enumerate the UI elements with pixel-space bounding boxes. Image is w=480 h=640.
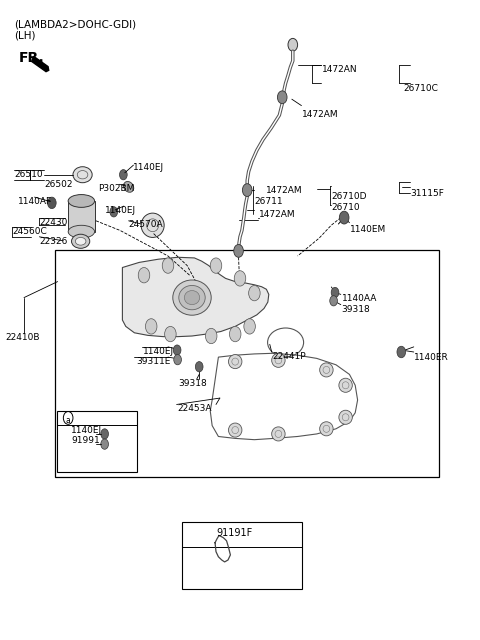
Text: 1472AN: 1472AN: [322, 65, 357, 74]
Text: 22326: 22326: [39, 237, 68, 246]
Text: 1472AM: 1472AM: [259, 210, 296, 219]
Circle shape: [145, 319, 157, 334]
Ellipse shape: [339, 378, 352, 392]
Circle shape: [110, 207, 118, 217]
Ellipse shape: [123, 182, 134, 192]
Ellipse shape: [320, 422, 333, 436]
Circle shape: [242, 184, 252, 196]
Ellipse shape: [228, 355, 242, 369]
Circle shape: [210, 258, 222, 273]
Circle shape: [234, 271, 246, 286]
Text: 1140AA: 1140AA: [342, 294, 377, 303]
Circle shape: [138, 268, 150, 283]
Circle shape: [174, 355, 181, 365]
Text: 22430: 22430: [39, 218, 68, 227]
Text: FR.: FR.: [19, 51, 45, 65]
Text: 39318: 39318: [179, 379, 207, 388]
Text: (LH): (LH): [14, 31, 36, 41]
Ellipse shape: [72, 234, 90, 248]
Circle shape: [205, 328, 217, 344]
Text: 1140EJ: 1140EJ: [133, 163, 165, 172]
Circle shape: [229, 326, 241, 342]
Bar: [55, 250, 439, 477]
FancyArrow shape: [32, 56, 49, 72]
Circle shape: [195, 362, 203, 372]
Circle shape: [173, 345, 181, 355]
Ellipse shape: [75, 237, 86, 245]
Text: 22441P: 22441P: [273, 352, 306, 361]
Circle shape: [101, 429, 108, 439]
Text: 26502: 26502: [44, 180, 72, 189]
Text: 1140EM: 1140EM: [350, 225, 387, 234]
Ellipse shape: [184, 291, 200, 305]
Text: a: a: [66, 416, 71, 425]
Text: 24560C: 24560C: [12, 227, 47, 236]
Text: 39318: 39318: [342, 305, 371, 314]
Text: 22453A: 22453A: [178, 404, 212, 413]
Circle shape: [162, 258, 174, 273]
Ellipse shape: [141, 213, 164, 237]
Bar: [68, 201, 95, 232]
Circle shape: [120, 170, 127, 180]
Text: 91991: 91991: [71, 436, 100, 445]
Ellipse shape: [73, 166, 92, 183]
Polygon shape: [122, 257, 269, 337]
Text: 91191F: 91191F: [216, 528, 252, 538]
Ellipse shape: [272, 353, 285, 367]
Text: 1140AF: 1140AF: [18, 197, 52, 206]
Circle shape: [234, 244, 243, 257]
Circle shape: [331, 287, 339, 298]
Text: 26710C: 26710C: [403, 84, 438, 93]
Ellipse shape: [173, 280, 211, 316]
Circle shape: [397, 346, 406, 358]
Text: 1140ER: 1140ER: [414, 353, 448, 362]
Text: 1140EJ: 1140EJ: [71, 426, 102, 435]
Text: 39311E: 39311E: [136, 357, 170, 366]
Text: a: a: [194, 282, 198, 287]
Text: 1472AM: 1472AM: [266, 186, 303, 195]
Ellipse shape: [320, 363, 333, 377]
Text: 1140EJ: 1140EJ: [105, 206, 136, 215]
Text: 26710D: 26710D: [331, 192, 367, 201]
Circle shape: [101, 439, 108, 449]
Text: 26510: 26510: [14, 170, 43, 179]
Bar: [182, 522, 302, 589]
Circle shape: [330, 296, 337, 306]
Ellipse shape: [228, 423, 242, 437]
Text: 26711: 26711: [254, 197, 283, 206]
Ellipse shape: [272, 427, 285, 441]
Circle shape: [48, 197, 56, 209]
Bar: [57, 411, 137, 472]
Circle shape: [249, 285, 260, 301]
Text: 31115F: 31115F: [410, 189, 444, 198]
Text: 22410B: 22410B: [6, 333, 40, 342]
Text: P302BM: P302BM: [98, 184, 135, 193]
Circle shape: [165, 326, 176, 342]
Text: 24570A: 24570A: [129, 220, 163, 228]
Circle shape: [244, 319, 255, 334]
Ellipse shape: [68, 195, 95, 207]
Circle shape: [288, 38, 298, 51]
Ellipse shape: [68, 225, 95, 238]
Text: (LAMBDA2>DOHC-GDI): (LAMBDA2>DOHC-GDI): [14, 19, 136, 29]
Ellipse shape: [339, 410, 352, 424]
Circle shape: [277, 91, 287, 104]
Text: 1140EJ: 1140EJ: [143, 347, 174, 356]
Text: 1472AM: 1472AM: [302, 110, 339, 119]
Text: 26710: 26710: [331, 203, 360, 212]
Circle shape: [339, 211, 349, 224]
Ellipse shape: [179, 285, 205, 310]
